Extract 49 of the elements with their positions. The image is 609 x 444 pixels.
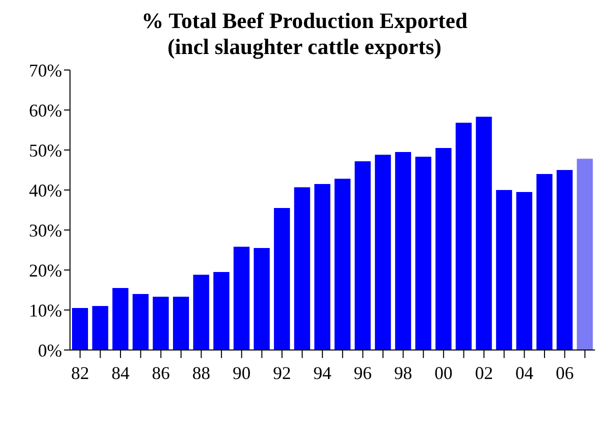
x-tick-label: 90 (232, 362, 251, 383)
bar (234, 246, 250, 350)
y-tick-label: 10% (29, 300, 62, 320)
bar (132, 294, 149, 350)
x-tick-label: 94 (313, 362, 332, 383)
y-tick-label: 40% (29, 180, 62, 200)
bar (415, 156, 432, 350)
bar (496, 190, 512, 350)
x-tick-label: 98 (394, 362, 412, 383)
bar (213, 272, 230, 350)
chart-title: % Total Beef Production Exported (140, 8, 468, 34)
x-tick-label: 06 (556, 362, 574, 383)
y-tick-label: 50% (29, 140, 62, 160)
bar (516, 192, 532, 350)
bar (334, 178, 351, 350)
bar (374, 154, 391, 350)
bar (72, 308, 88, 350)
x-tick-label: 00 (434, 362, 453, 383)
bar (254, 248, 270, 350)
bar (556, 170, 573, 350)
bar (476, 116, 492, 350)
bar (395, 152, 412, 350)
bar (456, 122, 472, 350)
bar (435, 148, 452, 350)
bar (294, 187, 310, 350)
bar (576, 158, 593, 350)
bar (193, 274, 210, 350)
chart-subtitle: (incl slaughter cattle exports) (166, 34, 442, 60)
x-tick-label: 96 (354, 362, 372, 383)
x-tick-label: 02 (474, 362, 493, 383)
bar (172, 296, 189, 350)
bar (112, 288, 128, 350)
x-tick-label: 84 (111, 362, 130, 383)
y-tick-label: 30% (29, 220, 62, 240)
bar (536, 174, 552, 350)
x-tick-label: 92 (273, 362, 292, 383)
y-tick-label: 20% (29, 260, 62, 280)
y-tick-label: 0% (38, 340, 62, 360)
x-tick-label: 86 (152, 362, 170, 383)
y-tick-label: 60% (29, 100, 62, 120)
x-tick-label: 88 (192, 362, 210, 383)
y-tick-label: 70% (29, 60, 62, 80)
bar (92, 306, 108, 350)
x-tick-label: 82 (71, 362, 90, 383)
bar (274, 208, 290, 350)
bar (314, 184, 330, 350)
x-tick-label: 04 (515, 362, 534, 383)
bar (152, 296, 169, 350)
bar (354, 161, 371, 350)
